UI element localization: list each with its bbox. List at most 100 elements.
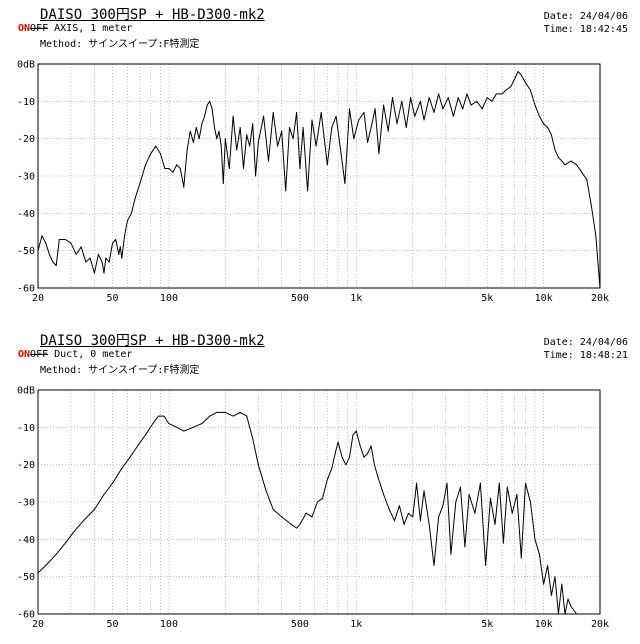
data-point (311, 516, 313, 518)
data-point (55, 265, 57, 267)
data-point (45, 565, 47, 566)
data-point (538, 553, 540, 555)
x-tick-label: 10k (535, 619, 553, 630)
data-point (272, 112, 274, 113)
y-tick-label: -40 (17, 209, 35, 220)
data-point (216, 411, 218, 413)
data-point (520, 557, 522, 559)
data-point (201, 423, 203, 425)
data-point (479, 482, 481, 484)
data-point (442, 505, 444, 507)
data-point (352, 434, 354, 436)
data-point (189, 130, 191, 132)
data-point (289, 127, 290, 128)
chart-panel-axis: DAISO 300円SP + HB-D300-mk2 Date: 24/04/0… (0, 0, 640, 318)
data-point (83, 520, 84, 522)
data-point (130, 212, 132, 214)
data-point (152, 423, 154, 425)
data-point (516, 494, 518, 495)
data-point (412, 516, 414, 518)
data-point (561, 583, 563, 585)
data-point (514, 78, 516, 80)
data-point (506, 486, 508, 488)
data-point (115, 239, 117, 240)
data-point (345, 464, 347, 466)
on-indicator: ON (18, 23, 31, 34)
data-point (246, 415, 248, 417)
data-point (377, 475, 379, 477)
data-point (124, 235, 126, 237)
data-point (570, 160, 572, 162)
data-point (396, 123, 398, 125)
data-point (290, 523, 292, 525)
data-point (179, 168, 181, 169)
data-point (137, 445, 139, 447)
data-point (446, 482, 448, 484)
data-point (316, 501, 318, 503)
timestamp: Date: 24/04/06 Time: 18:48:21 (544, 336, 628, 362)
data-point (392, 97, 393, 99)
data-point (486, 97, 488, 99)
data-point (447, 97, 449, 99)
data-point (442, 108, 444, 110)
data-point (272, 509, 274, 510)
date-label: Date: 24/04/06 (543, 11, 628, 22)
data-point (491, 100, 493, 102)
off-indicator: OFF (30, 23, 49, 34)
y-tick-label: -30 (17, 172, 35, 183)
data-point (155, 145, 157, 147)
data-point (476, 100, 478, 102)
data-point (236, 149, 238, 151)
data-point (570, 606, 572, 607)
data-point (567, 598, 569, 600)
data-point (501, 93, 503, 95)
data-point (145, 164, 146, 166)
data-point (326, 164, 328, 166)
data-point (204, 115, 206, 117)
data-point (105, 257, 107, 259)
y-tick-label: 0dB (17, 386, 35, 397)
data-point (52, 261, 54, 263)
data-point (590, 205, 592, 207)
data-point (452, 115, 454, 117)
data-point (64, 542, 66, 544)
data-point (383, 494, 385, 495)
data-point (355, 430, 357, 432)
data-point (466, 93, 468, 95)
data-point (564, 164, 566, 166)
y-tick-label: -10 (17, 423, 35, 434)
data-point (481, 108, 483, 110)
data-point (112, 482, 113, 484)
data-point (252, 123, 254, 125)
data-point (93, 509, 95, 510)
plot-frame (37, 63, 601, 289)
data-point (576, 164, 578, 166)
data-point (326, 479, 328, 481)
data-point (576, 613, 578, 615)
chart-title: DAISO 300円SP + HB-D300-mk2 (40, 333, 265, 349)
chart-panel-duct: DAISO 300円SP + HB-D300-mk2 Date: 24/04/0… (0, 326, 640, 644)
data-point (281, 130, 283, 132)
data-point (121, 257, 123, 259)
data-point (263, 115, 265, 117)
data-point (48, 253, 50, 255)
data-point (502, 542, 504, 544)
data-point (198, 138, 200, 140)
data-point (209, 415, 211, 417)
data-point (176, 164, 178, 166)
data-point (550, 134, 552, 136)
data-point (218, 130, 220, 132)
data-point (349, 456, 350, 458)
data-point (337, 441, 339, 443)
data-point (183, 430, 185, 432)
data-point (398, 505, 400, 507)
data-point (339, 145, 341, 147)
data-point (103, 272, 105, 274)
data-point (64, 239, 66, 240)
data-point (474, 512, 476, 514)
y-tick-label: -50 (17, 246, 35, 257)
data-point (315, 145, 317, 147)
data-point (462, 108, 464, 110)
data-point (281, 516, 283, 518)
